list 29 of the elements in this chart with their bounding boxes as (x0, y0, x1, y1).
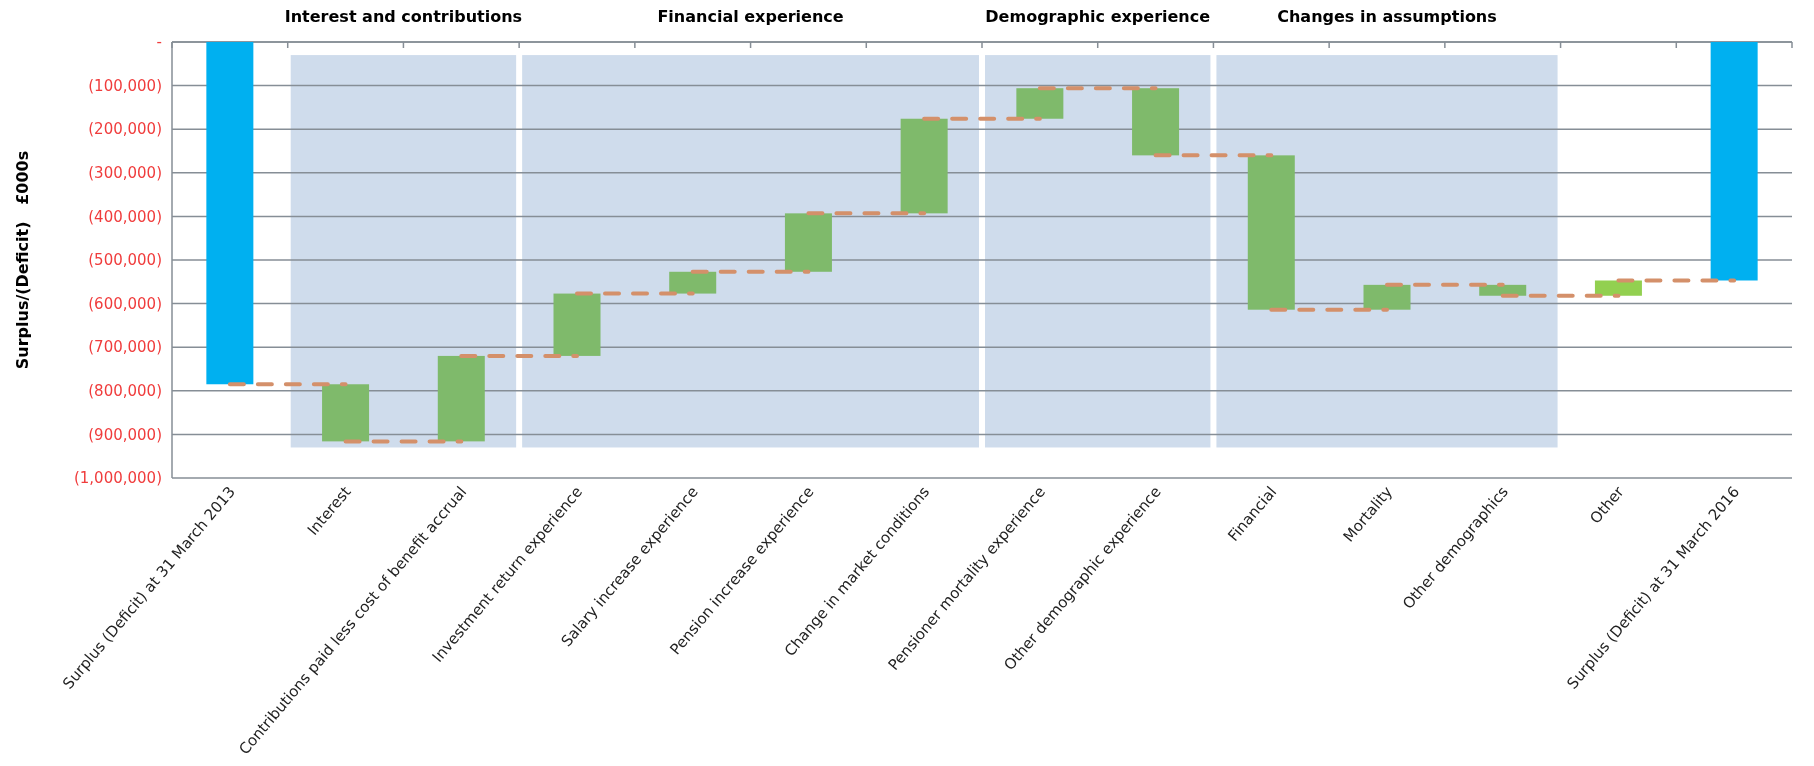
y-tick-label: (100,000) (88, 76, 162, 95)
y-tick-label: (300,000) (88, 164, 162, 183)
y-tick-label: (500,000) (88, 251, 162, 270)
y-tick-label: (800,000) (88, 382, 162, 401)
bar (553, 293, 601, 356)
bar (1247, 155, 1295, 310)
band-label: Changes in assumptions (1277, 7, 1497, 26)
bar (206, 42, 254, 385)
y-tick-label: (900,000) (88, 425, 162, 444)
y-axis-title: Surplus/(Deficit) £000s (13, 150, 32, 370)
y-tick-label: (700,000) (88, 338, 162, 357)
y-tick-label: - (156, 33, 162, 52)
bar (1132, 88, 1180, 156)
y-tick-label: (1,000,000) (73, 469, 162, 488)
bar (1594, 280, 1642, 296)
y-tick-label: (400,000) (88, 207, 162, 226)
bar (1016, 88, 1064, 119)
band-label: Interest and contributions (284, 7, 523, 26)
bar (437, 355, 485, 442)
y-tick-label: (200,000) (88, 120, 162, 139)
band-label: Financial experience (657, 7, 844, 26)
bar (322, 384, 370, 442)
bar (1363, 284, 1411, 310)
y-tick-label: (600,000) (88, 294, 162, 313)
bar (784, 213, 832, 272)
bar (669, 271, 717, 294)
bar (1710, 42, 1758, 281)
bar (900, 118, 948, 214)
band-label: Demographic experience (985, 7, 1211, 26)
